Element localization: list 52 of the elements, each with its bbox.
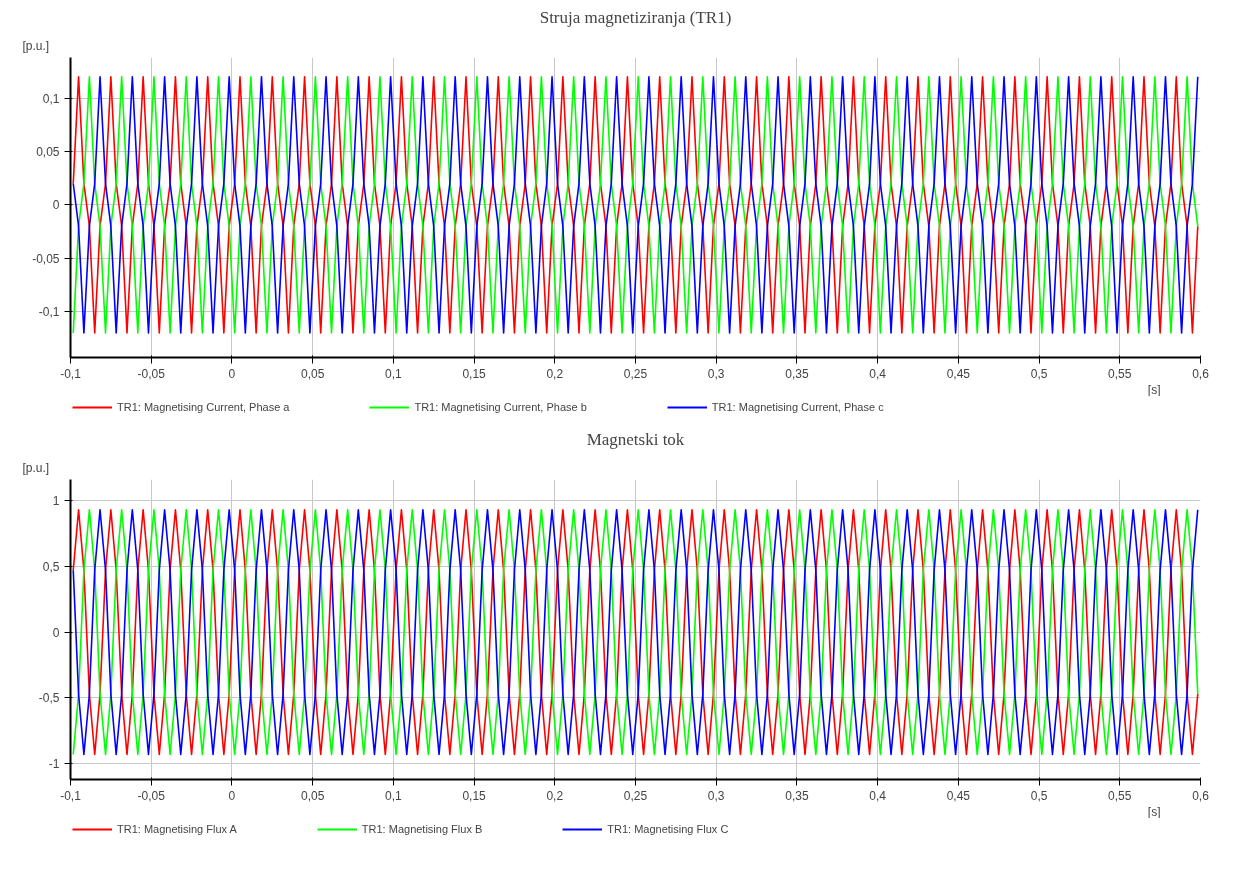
x-tick-label: 0,5 — [1030, 788, 1048, 803]
x-tick-label: 0,55 — [1108, 366, 1132, 381]
x-tick-label: 0,2 — [546, 366, 564, 381]
x-tick-label: 0,35 — [785, 366, 809, 381]
y-tick-label: -1 — [48, 757, 60, 772]
x-tick-label: 0,2 — [546, 788, 564, 803]
x-tick-label: 0,5 — [1030, 366, 1048, 381]
x-tick-label: 0,6 — [1192, 788, 1210, 803]
chart-title: Magnetski tok — [586, 429, 685, 449]
y-tick-label: 0 — [52, 198, 60, 213]
legend-label: TR1: Magnetising Current, Phase a — [117, 401, 290, 413]
x-tick-label: 0,05 — [300, 366, 325, 381]
x-tick-label: -0,05 — [137, 366, 166, 381]
x-tick-label: 0,25 — [623, 788, 648, 803]
x-tick-label: 0,05 — [300, 788, 325, 803]
legend-label: TR1: Magnetising Flux B — [361, 823, 483, 835]
line-series — [72, 508, 1199, 756]
x-tick-label: 0,15 — [462, 788, 487, 803]
x-tick-label: -0,05 — [137, 788, 166, 803]
x-axis-title: [s] — [1147, 382, 1161, 397]
y-axis-title: [p.u.] — [22, 38, 50, 53]
x-tick-label: 0,15 — [462, 366, 487, 381]
x-tick-label: 0,4 — [869, 366, 887, 381]
x-tick-label: 0 — [228, 788, 236, 803]
x-tick-label: 0,3 — [707, 788, 725, 803]
y-tick-label: 0 — [52, 625, 60, 640]
y-tick-label: -0,5 — [38, 691, 60, 706]
y-axis-title: [p.u.] — [22, 460, 50, 475]
chart-title: Struja magnetiziranja (TR1) — [539, 7, 732, 27]
x-tick-label: 0 — [228, 366, 236, 381]
x-tick-label: 0,55 — [1108, 788, 1132, 803]
legend-label: TR1: Magnetising Flux A — [117, 823, 237, 835]
legend-label: TR1: Magnetising Flux C — [607, 823, 729, 835]
y-tick-label: -0,1 — [38, 305, 60, 320]
x-tick-label: 0,3 — [707, 366, 725, 381]
y-tick-label: 0,5 — [42, 559, 60, 574]
y-tick-label: -0,05 — [32, 251, 60, 266]
x-tick-label: 0,6 — [1192, 366, 1210, 381]
x-tick-label: 0,25 — [623, 366, 648, 381]
x-tick-label: 0,1 — [385, 788, 403, 803]
x-tick-label: 0,35 — [785, 788, 809, 803]
x-tick-label: 0,4 — [869, 788, 887, 803]
x-tick-label: 0,45 — [946, 788, 971, 803]
legend-label: TR1: Magnetising Current, Phase b — [414, 401, 587, 413]
x-tick-label: 0,1 — [385, 366, 403, 381]
y-tick-label: 1 — [52, 494, 60, 509]
legend-label: TR1: Magnetising Current, Phase c — [711, 401, 884, 413]
x-axis-title: [s] — [1147, 804, 1161, 819]
line-series — [72, 75, 1199, 334]
x-tick-label: 0,45 — [946, 366, 971, 381]
y-tick-label: 0,05 — [36, 144, 60, 159]
y-tick-label: 0,1 — [42, 91, 60, 106]
